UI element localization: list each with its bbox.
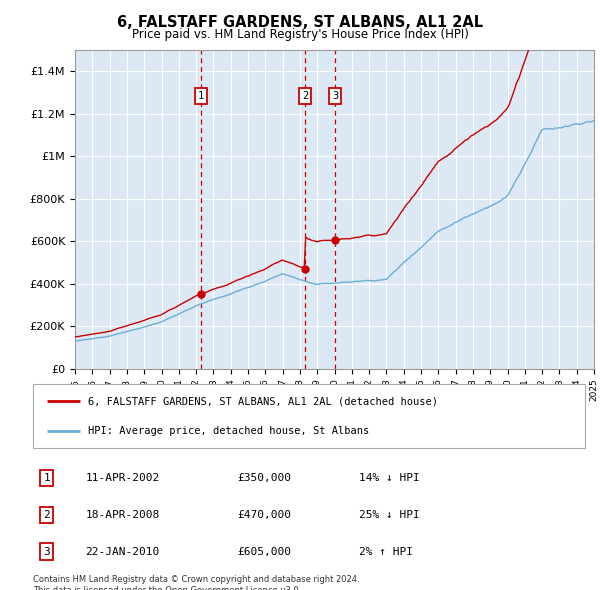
Text: Contains HM Land Registry data © Crown copyright and database right 2024.
This d: Contains HM Land Registry data © Crown c… (33, 575, 359, 590)
FancyBboxPatch shape (33, 384, 585, 448)
Text: £350,000: £350,000 (237, 473, 291, 483)
Text: 3: 3 (43, 546, 50, 556)
Text: Price paid vs. HM Land Registry's House Price Index (HPI): Price paid vs. HM Land Registry's House … (131, 28, 469, 41)
Text: 1: 1 (43, 473, 50, 483)
Text: 6, FALSTAFF GARDENS, ST ALBANS, AL1 2AL: 6, FALSTAFF GARDENS, ST ALBANS, AL1 2AL (117, 15, 483, 30)
Text: 11-APR-2002: 11-APR-2002 (85, 473, 160, 483)
Text: 1: 1 (198, 91, 204, 101)
Text: 22-JAN-2010: 22-JAN-2010 (85, 546, 160, 556)
Text: £605,000: £605,000 (237, 546, 291, 556)
Text: 25% ↓ HPI: 25% ↓ HPI (359, 510, 419, 520)
Text: 2: 2 (302, 91, 308, 101)
Text: 3: 3 (332, 91, 338, 101)
Text: 18-APR-2008: 18-APR-2008 (85, 510, 160, 520)
Text: 14% ↓ HPI: 14% ↓ HPI (359, 473, 419, 483)
Text: HPI: Average price, detached house, St Albans: HPI: Average price, detached house, St A… (88, 426, 370, 436)
Text: 6, FALSTAFF GARDENS, ST ALBANS, AL1 2AL (detached house): 6, FALSTAFF GARDENS, ST ALBANS, AL1 2AL … (88, 396, 438, 406)
Text: 2% ↑ HPI: 2% ↑ HPI (359, 546, 413, 556)
Text: £470,000: £470,000 (237, 510, 291, 520)
Text: 2: 2 (43, 510, 50, 520)
